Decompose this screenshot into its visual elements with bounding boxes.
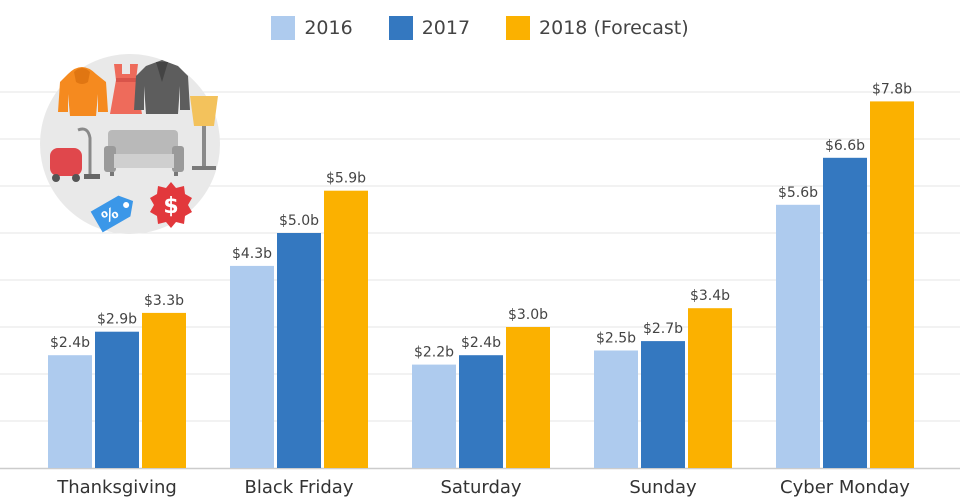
bar	[48, 355, 92, 468]
bar	[459, 355, 503, 468]
dollar-badge-icon: $	[150, 182, 192, 228]
svg-text:$: $	[163, 194, 178, 219]
data-label: $7.8b	[872, 81, 912, 97]
data-label: $2.4b	[461, 335, 501, 351]
bar	[776, 204, 820, 469]
sofa-icon	[104, 130, 184, 176]
data-label: $2.2b	[414, 345, 454, 361]
legend-item-2016: 2016	[271, 16, 353, 40]
jacket-icon	[134, 60, 190, 114]
legend-label-2016: 2016	[304, 17, 353, 39]
dress-icon	[110, 64, 142, 114]
data-label: $3.0b	[508, 307, 548, 323]
data-label: $2.5b	[596, 331, 636, 347]
legend-item-2018-forecast: 2018 (Forecast)	[506, 16, 689, 40]
data-label: $2.7b	[643, 321, 683, 337]
bar	[506, 327, 550, 468]
legend-swatch-2016	[271, 16, 296, 40]
data-label: $6.6b	[825, 138, 865, 154]
data-label: $4.3b	[232, 246, 272, 262]
data-label: $2.4b	[50, 335, 90, 351]
bar	[412, 364, 456, 468]
bar	[870, 101, 914, 469]
legend-swatch-2018-forecast	[506, 16, 531, 40]
data-label: $2.9b	[97, 312, 137, 328]
discount-tag-icon: %	[90, 195, 134, 233]
category-labels: Thanksgiving Black Friday Saturday Sunday Cy…	[56, 477, 910, 498]
bar	[95, 331, 139, 468]
floor-lamp-icon	[190, 96, 218, 170]
value-labels: $2.4b $2.9b $3.3b $4.3b $5.0b $5.9b $2.2b $2.4b…	[50, 81, 912, 360]
category-label: Saturday	[440, 477, 521, 498]
category-label: Thanksgiving	[56, 477, 177, 498]
legend-item-2017: 2017	[388, 16, 471, 40]
bar	[277, 233, 321, 468]
vacuum-cleaner-icon	[50, 127, 100, 182]
bar	[688, 308, 732, 468]
data-label: $3.3b	[144, 293, 184, 309]
hoodie-icon	[58, 67, 108, 116]
category-label: Sunday	[629, 477, 697, 498]
bars	[48, 101, 914, 469]
legend-label-2017: 2017	[421, 17, 471, 39]
bar	[324, 190, 368, 468]
bar	[142, 312, 186, 468]
bar	[230, 265, 274, 468]
category-label: Black Friday	[245, 477, 354, 498]
category-label: Cyber Monday	[780, 477, 910, 498]
data-label: $5.9b	[326, 171, 366, 187]
data-label: $5.0b	[279, 213, 319, 229]
data-label: $5.6b	[778, 185, 818, 201]
legend-swatch-2017	[388, 16, 413, 40]
legend-label-2018-forecast: 2018 (Forecast)	[539, 17, 689, 39]
bar	[641, 341, 685, 468]
data-label: $3.4b	[690, 288, 730, 304]
shopping-illustration: % $	[40, 54, 220, 234]
bar	[594, 350, 638, 468]
legend: 2016 2017 2018 (Forecast)	[0, 16, 960, 40]
bar	[823, 157, 867, 469]
